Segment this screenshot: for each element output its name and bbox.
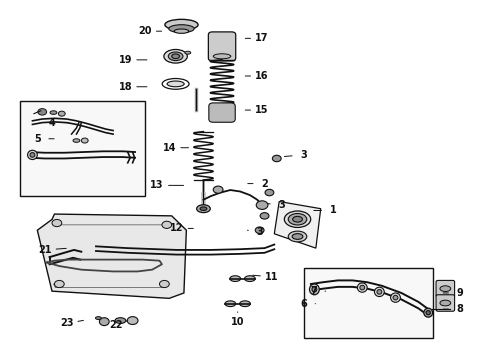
Text: 17: 17 — [255, 33, 269, 43]
Ellipse shape — [50, 111, 57, 114]
Ellipse shape — [424, 308, 433, 317]
Bar — [20, 101, 145, 196]
Ellipse shape — [73, 139, 80, 142]
Ellipse shape — [172, 54, 179, 59]
Polygon shape — [37, 214, 186, 298]
Text: 13: 13 — [150, 180, 164, 190]
Text: 15: 15 — [255, 105, 269, 115]
Ellipse shape — [440, 286, 451, 292]
Ellipse shape — [360, 285, 365, 290]
Circle shape — [38, 109, 47, 115]
Circle shape — [260, 213, 269, 219]
Circle shape — [54, 280, 64, 288]
Text: 19: 19 — [119, 55, 132, 65]
Circle shape — [58, 111, 65, 116]
Ellipse shape — [391, 293, 400, 302]
Ellipse shape — [393, 295, 398, 300]
Text: 7: 7 — [310, 286, 317, 296]
Circle shape — [162, 221, 172, 228]
Polygon shape — [274, 202, 321, 248]
FancyBboxPatch shape — [436, 280, 455, 297]
Ellipse shape — [174, 29, 189, 33]
FancyBboxPatch shape — [209, 103, 235, 122]
Ellipse shape — [310, 284, 319, 295]
Ellipse shape — [245, 276, 255, 282]
Ellipse shape — [96, 317, 101, 319]
Ellipse shape — [196, 205, 210, 213]
Text: 2: 2 — [261, 179, 268, 189]
Ellipse shape — [164, 49, 187, 63]
Ellipse shape — [288, 213, 307, 225]
Text: 23: 23 — [60, 319, 74, 328]
Text: 21: 21 — [38, 245, 51, 255]
Circle shape — [255, 227, 264, 233]
FancyBboxPatch shape — [208, 32, 236, 61]
Circle shape — [265, 189, 274, 196]
Ellipse shape — [440, 300, 451, 306]
Text: 18: 18 — [119, 82, 132, 92]
Ellipse shape — [225, 301, 236, 307]
Circle shape — [127, 317, 138, 324]
Text: 6: 6 — [300, 299, 307, 309]
Circle shape — [256, 201, 268, 210]
Ellipse shape — [288, 231, 307, 242]
Ellipse shape — [426, 311, 430, 315]
Text: 4: 4 — [49, 118, 55, 128]
Circle shape — [213, 186, 223, 193]
Ellipse shape — [185, 51, 191, 54]
Ellipse shape — [115, 318, 126, 323]
Circle shape — [272, 155, 281, 162]
Ellipse shape — [30, 153, 35, 157]
Ellipse shape — [284, 211, 311, 228]
Ellipse shape — [377, 289, 382, 294]
Ellipse shape — [357, 283, 367, 292]
Text: 14: 14 — [163, 143, 176, 153]
Circle shape — [81, 138, 88, 143]
Ellipse shape — [374, 287, 384, 297]
Text: 16: 16 — [255, 71, 269, 81]
Text: 3: 3 — [256, 227, 263, 237]
Text: 12: 12 — [170, 224, 183, 233]
Ellipse shape — [230, 276, 241, 282]
Text: 9: 9 — [457, 288, 464, 298]
Text: 22: 22 — [109, 320, 122, 330]
Ellipse shape — [240, 301, 250, 307]
Circle shape — [52, 220, 62, 226]
Text: 3: 3 — [278, 200, 285, 210]
Ellipse shape — [169, 25, 194, 33]
FancyBboxPatch shape — [436, 295, 455, 311]
Text: 10: 10 — [231, 317, 245, 327]
Text: 8: 8 — [457, 304, 464, 314]
Text: 3: 3 — [300, 150, 307, 160]
Ellipse shape — [292, 234, 303, 239]
Text: 1: 1 — [330, 206, 336, 216]
Text: 11: 11 — [265, 272, 279, 282]
Ellipse shape — [162, 78, 189, 89]
Ellipse shape — [213, 54, 231, 59]
Ellipse shape — [168, 52, 183, 60]
Ellipse shape — [99, 318, 109, 325]
Ellipse shape — [293, 216, 302, 222]
Ellipse shape — [167, 81, 184, 87]
Bar — [304, 268, 433, 338]
Ellipse shape — [27, 150, 37, 159]
Ellipse shape — [312, 287, 317, 292]
Circle shape — [159, 280, 169, 288]
Text: 5: 5 — [34, 134, 41, 144]
Ellipse shape — [200, 207, 207, 211]
Ellipse shape — [165, 19, 198, 30]
Text: 20: 20 — [138, 26, 151, 36]
